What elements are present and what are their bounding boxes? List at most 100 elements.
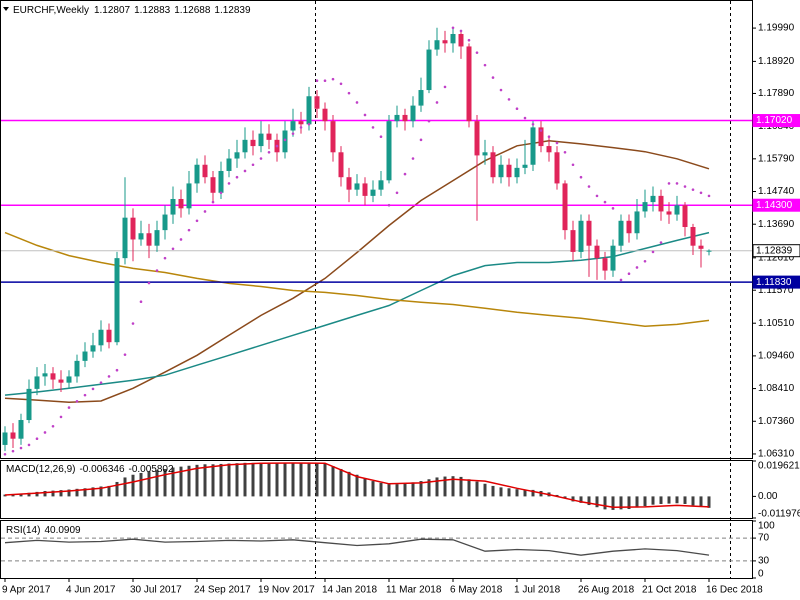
macd-bar: [179, 466, 183, 497]
marks: 1.199901.189201.178901.168401.157901.147…: [1, 23, 800, 596]
macd-bar: [659, 496, 663, 504]
sar-dot: [139, 300, 143, 304]
macd-bar: [83, 488, 87, 497]
macd-bar: [147, 471, 151, 497]
sar-dot: [83, 393, 87, 397]
macd-signal-value: -0.005802: [129, 464, 174, 475]
macd-bar: [523, 489, 527, 497]
rsi-value: 40.0909: [44, 525, 81, 536]
sar-dot: [475, 51, 479, 54]
macd-bar: [283, 463, 287, 497]
candle-body: [34, 376, 40, 389]
y-tick-label: 1.17890: [758, 88, 795, 99]
sar-dot: [419, 138, 423, 142]
macd-bar: [395, 484, 399, 497]
sar-dot: [683, 185, 687, 188]
candle-body: [218, 170, 224, 193]
candle-body: [474, 121, 480, 156]
macd-bar: [259, 462, 263, 497]
candle-body: [658, 195, 664, 212]
candle-body: [258, 133, 264, 147]
open-value: 1.12807: [94, 5, 131, 16]
candle-body: [650, 195, 656, 203]
candle-body: [18, 420, 24, 439]
candle-body: [154, 230, 160, 246]
candle-body: [322, 108, 328, 122]
sar-dot: [347, 91, 351, 95]
sar-dot: [363, 113, 367, 117]
candle-body: [410, 105, 416, 122]
sar-dot: [67, 406, 71, 409]
sar-dot: [331, 77, 335, 81]
candle-body: [610, 245, 616, 271]
x-tick-label: 19 Nov 2017: [258, 585, 315, 596]
sar-dot: [147, 281, 151, 285]
macd-bar: [683, 496, 687, 504]
price-label: 1.11830: [756, 277, 792, 288]
macd-bar: [91, 487, 95, 497]
sar-dot: [267, 150, 271, 154]
y-tick-label: 30: [758, 556, 770, 567]
y-tick-label: 1.10510: [758, 318, 795, 329]
candle-body: [290, 121, 296, 131]
y-tick-label: 1.18920: [758, 56, 795, 67]
sar-dot: [59, 415, 63, 419]
high-value: 1.12883: [134, 5, 171, 16]
candle-body: [250, 139, 256, 147]
macd-header: MACD(12,26,9) -0.006346 -0.005802: [6, 464, 174, 475]
macd-bar: [675, 496, 679, 504]
macd-bar: [451, 476, 455, 497]
macd-bar: [507, 488, 511, 497]
sar-dot: [571, 163, 575, 167]
candle-body: [586, 220, 592, 246]
sar-dot: [659, 241, 663, 244]
candle-body: [442, 40, 448, 44]
sar-dot: [531, 122, 535, 126]
sar-dot: [691, 188, 695, 191]
macd-bar: [363, 478, 367, 497]
macd-bar: [691, 496, 695, 506]
macd-bar: [131, 474, 135, 497]
x-tick-label: 21 Oct 2018: [642, 585, 697, 596]
candle-body: [106, 329, 112, 343]
sar-dot: [539, 129, 543, 132]
macd-bar: [203, 464, 207, 497]
x-tick-label: 11 Mar 2018: [386, 585, 442, 596]
macd-bar: [531, 489, 535, 497]
candle-body: [426, 49, 432, 91]
candle-body: [594, 245, 600, 259]
candle-body: [402, 114, 408, 122]
rsi-panel: [0, 520, 753, 579]
price-label: 1.14300: [756, 200, 793, 211]
macd-signal: [4, 462, 710, 508]
sar-dot: [371, 126, 375, 129]
candle-body: [666, 211, 672, 215]
x-tick-label: 24 Sep 2017: [194, 585, 251, 596]
candle-body: [354, 183, 360, 190]
candle-body: [522, 164, 528, 168]
sar-dot: [19, 446, 23, 450]
candle-body: [42, 373, 48, 377]
sar-dot: [283, 138, 287, 142]
sar-dot: [547, 135, 551, 139]
macd-bar: [443, 476, 447, 497]
macd-bar: [67, 489, 71, 497]
sar-dot: [707, 194, 711, 198]
candle-body: [50, 373, 56, 380]
macd-bar: [299, 462, 303, 497]
macd-bar: [563, 496, 567, 499]
macd-bar: [627, 496, 631, 510]
sar-dot: [291, 132, 295, 135]
sar-dot: [3, 452, 7, 456]
candle-body: [690, 227, 696, 246]
sar-dot: [179, 238, 183, 241]
x-tick-label: 26 Aug 2018: [578, 585, 635, 596]
chart-header: EURCHF,Weekly 1.12807 1.12883 1.12688 1.1283…: [13, 5, 251, 16]
candle-body: [266, 133, 272, 140]
macd-bar: [595, 496, 599, 508]
moving-average: [4, 231, 710, 328]
sar-dot: [635, 266, 639, 269]
sar-dot: [427, 119, 431, 123]
sar-dot: [643, 259, 647, 263]
